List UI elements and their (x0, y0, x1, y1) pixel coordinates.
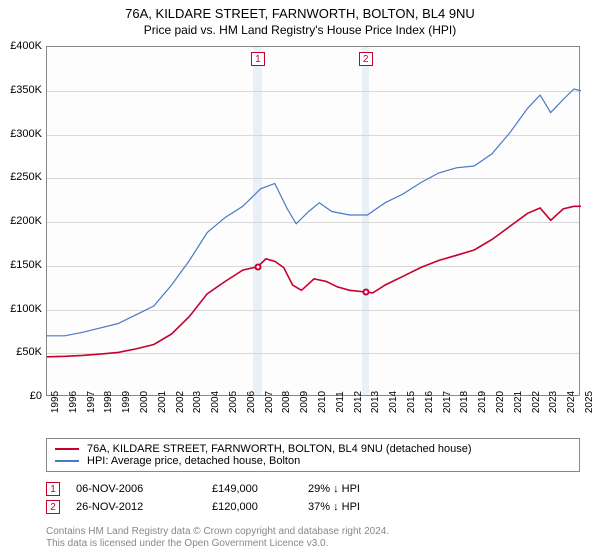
y-tick-label: £100K (10, 303, 42, 315)
legend-row: HPI: Average price, detached house, Bolt… (55, 455, 571, 467)
y-tick-label: £150K (10, 259, 42, 271)
x-tick-label: 2020 (495, 391, 506, 413)
sale-delta: 29% ↓ HPI (308, 483, 408, 495)
x-tick-label: 2001 (157, 391, 168, 413)
chart-container: 76A, KILDARE STREET, FARNWORTH, BOLTON, … (0, 0, 600, 560)
legend-row: 76A, KILDARE STREET, FARNWORTH, BOLTON, … (55, 443, 571, 455)
x-tick-label: 1998 (103, 391, 114, 413)
x-tick-label: 2024 (566, 391, 577, 413)
footnote-line-1: Contains HM Land Registry data © Crown c… (46, 526, 580, 538)
sales-table: 1 06-NOV-2006 £149,000 29% ↓ HPI 2 26-NOV-201… (46, 482, 580, 518)
x-tick-label: 2011 (335, 391, 346, 413)
legend-box: 76A, KILDARE STREET, FARNWORTH, BOLTON, … (46, 438, 580, 472)
chart-title: 76A, KILDARE STREET, FARNWORTH, BOLTON, … (0, 0, 600, 21)
y-tick-label: £300K (10, 128, 42, 140)
series-hpi (47, 89, 581, 336)
sale-date: 26-NOV-2012 (76, 501, 196, 513)
sale-delta: 37% ↓ HPI (308, 501, 408, 513)
gridline (47, 91, 579, 92)
sale-price: £120,000 (212, 501, 292, 513)
sale-date: 06-NOV-2006 (76, 483, 196, 495)
sale-index-box: 2 (46, 500, 60, 514)
x-tick-label: 2021 (513, 391, 524, 413)
gridline (47, 135, 579, 136)
x-axis-labels: 1995199619971998199920002001200220032004… (46, 396, 580, 440)
plot-region: 12 (46, 46, 580, 396)
sale-price: £149,000 (212, 483, 292, 495)
x-tick-label: 2017 (442, 391, 453, 413)
y-tick-label: £50K (16, 346, 42, 358)
x-tick-label: 2007 (264, 391, 275, 413)
x-tick-label: 2004 (210, 391, 221, 413)
sale-row: 1 06-NOV-2006 £149,000 29% ↓ HPI (46, 482, 580, 496)
sale-index-box: 1 (46, 482, 60, 496)
x-tick-label: 2010 (317, 391, 328, 413)
legend-label: HPI: Average price, detached house, Bolt… (87, 455, 300, 467)
gridline (47, 266, 579, 267)
x-tick-label: 2016 (424, 391, 435, 413)
x-tick-label: 1995 (50, 391, 61, 413)
series-property (47, 206, 581, 356)
sale-band-label: 1 (251, 52, 265, 66)
x-tick-label: 2003 (192, 391, 203, 413)
x-tick-label: 2014 (388, 391, 399, 413)
sale-band-label: 2 (359, 52, 373, 66)
x-tick-label: 2019 (477, 391, 488, 413)
gridline (47, 353, 579, 354)
x-tick-label: 2002 (175, 391, 186, 413)
x-tick-label: 1999 (121, 391, 132, 413)
gridline (47, 178, 579, 179)
x-tick-label: 2023 (548, 391, 559, 413)
y-tick-label: £350K (10, 84, 42, 96)
x-tick-label: 2006 (246, 391, 257, 413)
footnote-line-2: This data is licensed under the Open Gov… (46, 538, 580, 550)
x-tick-label: 1996 (68, 391, 79, 413)
x-tick-label: 2005 (228, 391, 239, 413)
gridline (47, 310, 579, 311)
x-tick-label: 2009 (299, 391, 310, 413)
sale-band (253, 47, 262, 395)
sale-row: 2 26-NOV-2012 £120,000 37% ↓ HPI (46, 500, 580, 514)
x-tick-label: 2018 (459, 391, 470, 413)
gridline (47, 222, 579, 223)
x-tick-label: 2012 (353, 391, 364, 413)
x-tick-label: 2008 (281, 391, 292, 413)
y-axis-labels: £0£50K£100K£150K£200K£250K£300K£350K£400… (0, 46, 44, 396)
x-tick-label: 2013 (370, 391, 381, 413)
x-tick-label: 2015 (406, 391, 417, 413)
legend-swatch (55, 460, 79, 462)
y-tick-label: £200K (10, 215, 42, 227)
legend-label: 76A, KILDARE STREET, FARNWORTH, BOLTON, … (87, 443, 472, 455)
x-tick-label: 1997 (86, 391, 97, 413)
y-tick-label: £250K (10, 171, 42, 183)
chart-area: 12 £0£50K£100K£150K£200K£250K£300K£350K£… (46, 46, 580, 396)
y-tick-label: £0 (30, 390, 42, 402)
x-tick-label: 2022 (531, 391, 542, 413)
sale-band (362, 47, 369, 395)
sale-marker (254, 263, 261, 270)
y-tick-label: £400K (10, 40, 42, 52)
sale-marker (362, 289, 369, 296)
x-tick-label: 2000 (139, 391, 150, 413)
x-tick-label: 2025 (584, 391, 595, 413)
chart-subtitle: Price paid vs. HM Land Registry's House … (0, 21, 600, 37)
footnote: Contains HM Land Registry data © Crown c… (46, 526, 580, 550)
legend-swatch (55, 448, 79, 450)
